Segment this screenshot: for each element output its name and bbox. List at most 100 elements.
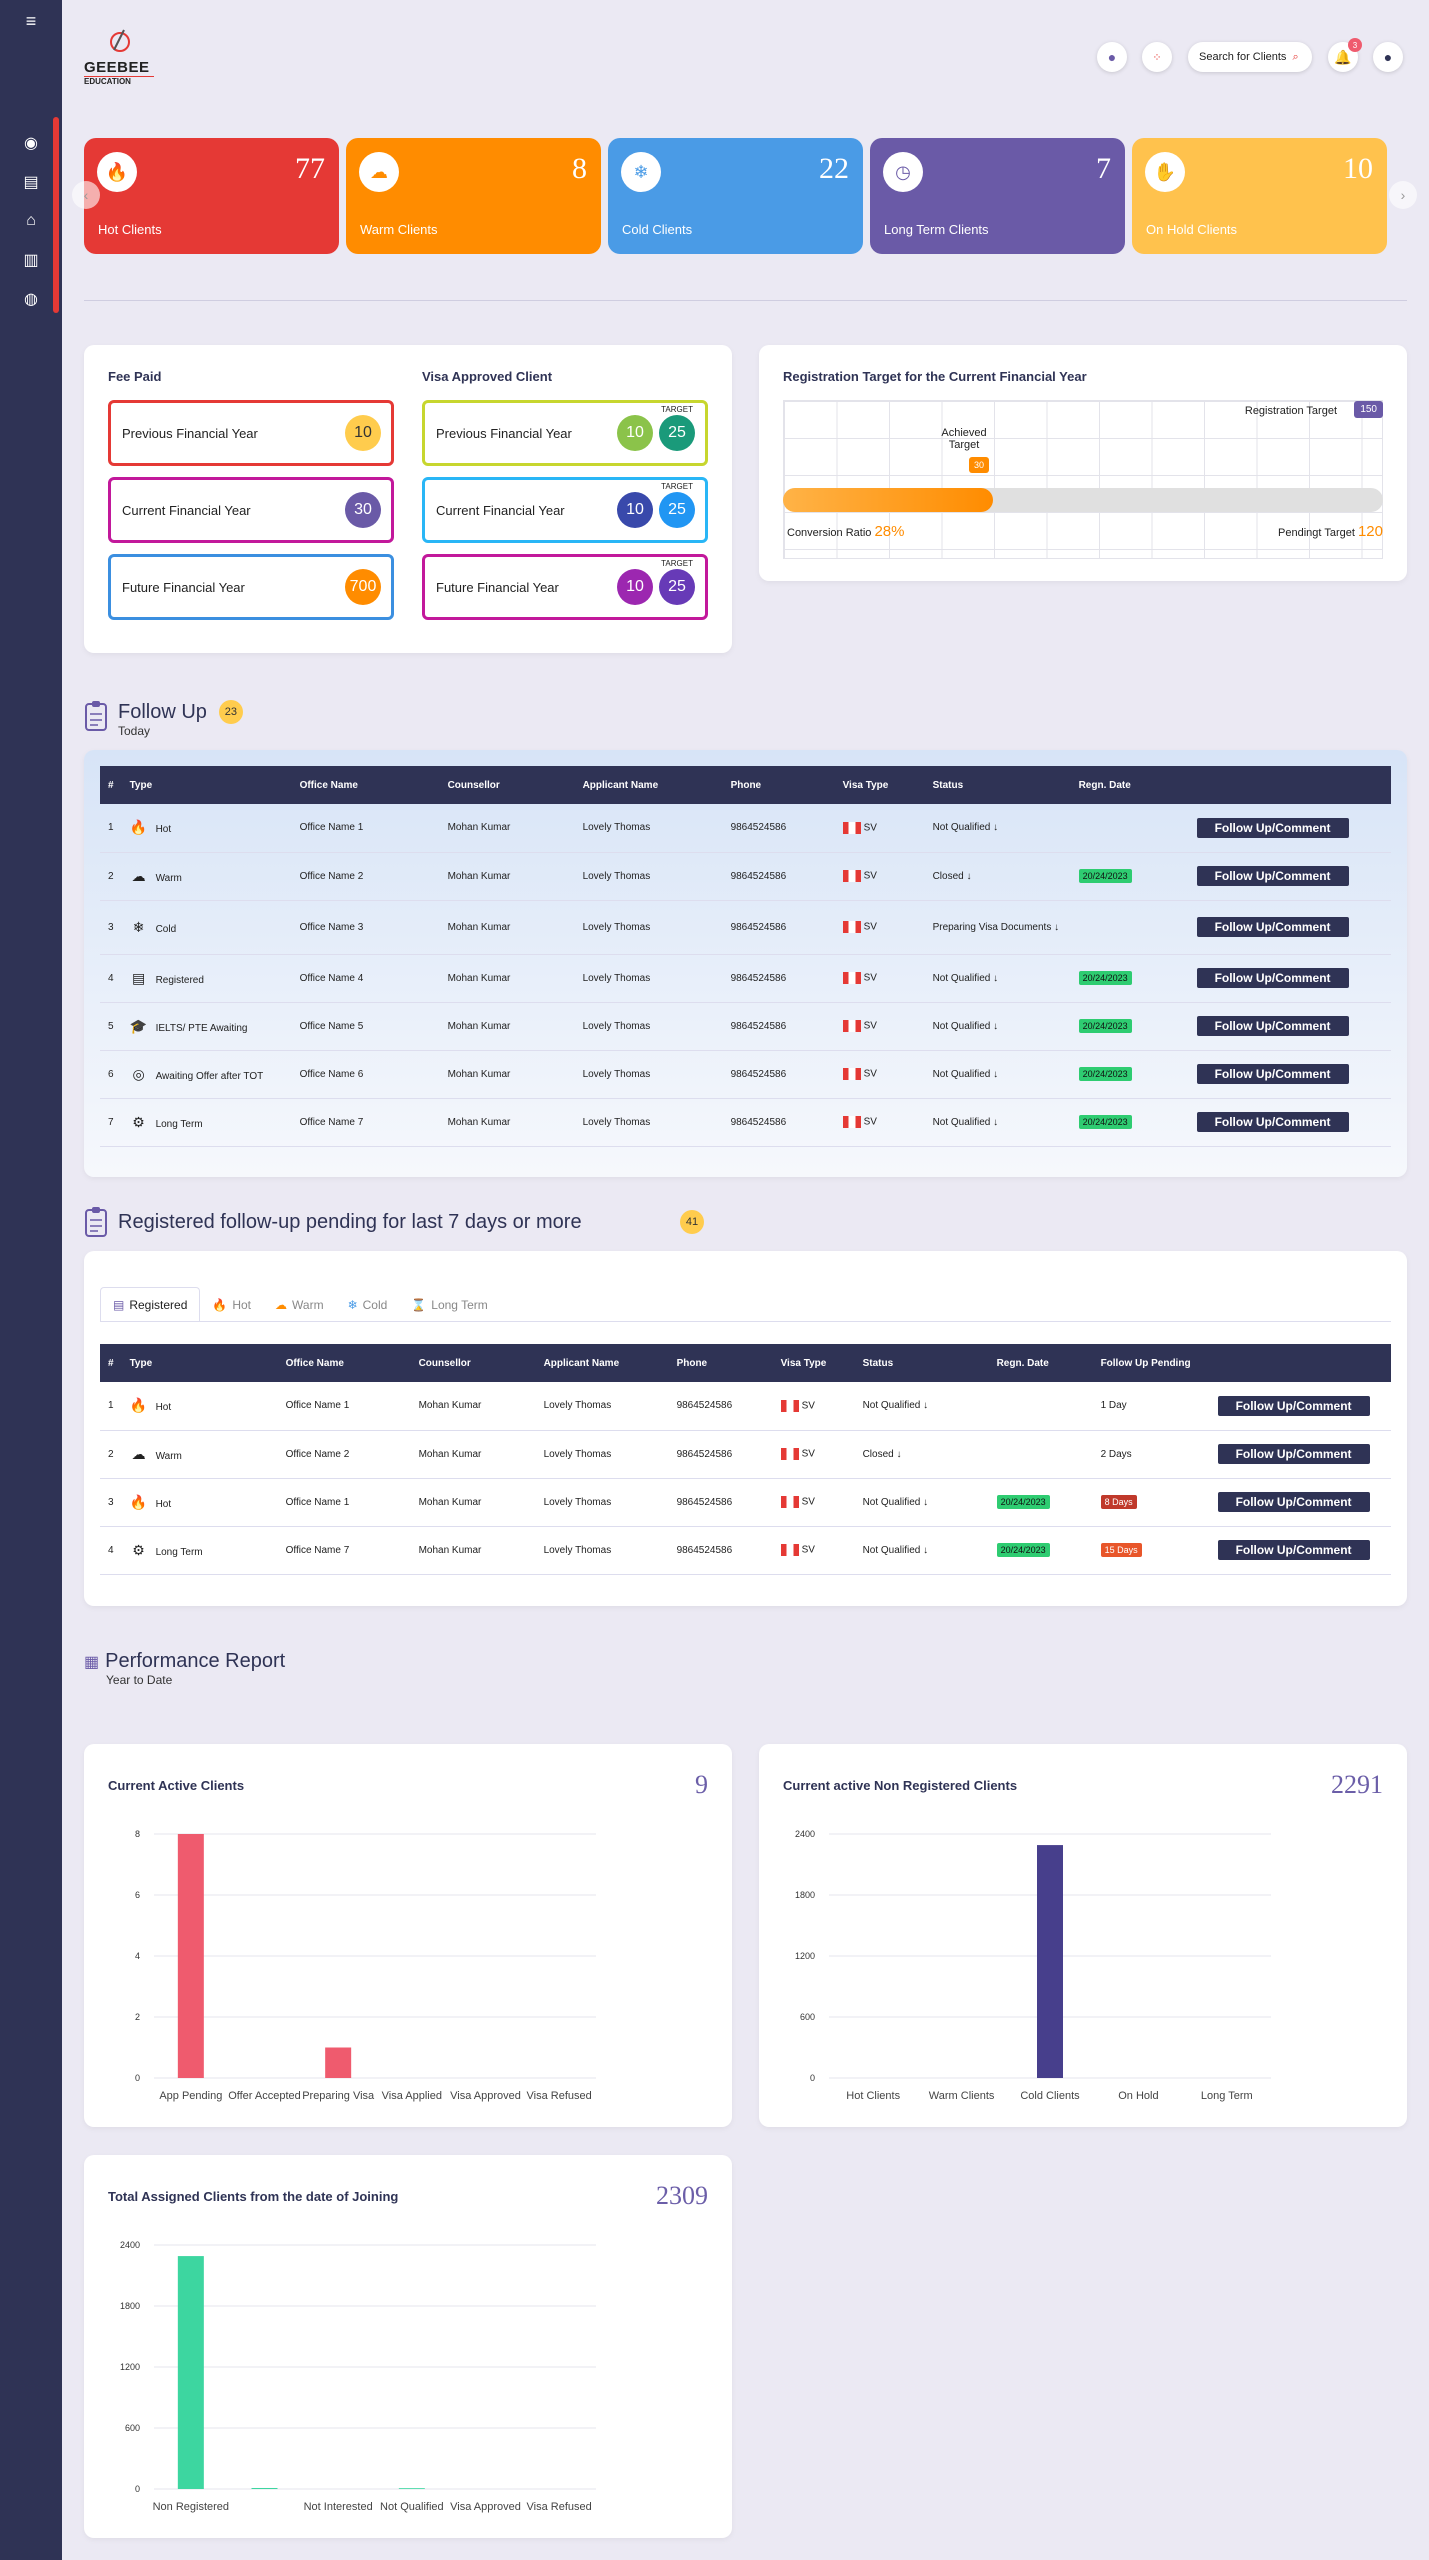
follow-up-button[interactable]: Follow Up/Comment — [1217, 1540, 1370, 1560]
carousel-next-button[interactable]: › — [1389, 181, 1417, 209]
follow-up-button[interactable]: Follow Up/Comment — [1217, 1395, 1370, 1416]
phone-link[interactable]: 9864524586 — [722, 1002, 835, 1051]
status-dropdown[interactable]: Preparing Visa Documents ↓ — [924, 900, 1071, 955]
status-dropdown[interactable]: Not Qualified ↓ — [854, 1526, 989, 1575]
search-input[interactable]: Search for Clients ⌕ — [1188, 42, 1312, 72]
applicant-link[interactable]: Lovely Thomas — [535, 1478, 669, 1527]
notification-bell-icon[interactable]: 🔔 3 — [1328, 38, 1362, 72]
office-name: Office Name 7 — [291, 1098, 440, 1147]
status-dropdown[interactable]: Not Qualified ↓ — [854, 1382, 989, 1431]
type-icon: 🔥 — [129, 1397, 148, 1414]
phone-link[interactable]: 9864524586 — [668, 1478, 773, 1527]
dashboard-icon[interactable]: ◉ — [24, 135, 38, 152]
applicant-link[interactable]: Lovely Thomas — [574, 1050, 723, 1099]
stat-card[interactable]: ☁ 8 Warm Clients — [346, 138, 601, 254]
counsellor: Mohan Kumar — [439, 804, 575, 853]
follow-up-button[interactable]: Follow Up/Comment — [1217, 1492, 1370, 1512]
pending-days: 15 Days — [1100, 1543, 1142, 1557]
stat-card[interactable]: ◷ 7 Long Term Clients — [870, 138, 1125, 254]
column-header: # — [100, 1344, 122, 1382]
notification-count: 3 — [1348, 38, 1362, 52]
phone-link[interactable]: 9864524586 — [722, 954, 835, 1003]
tab-long-term[interactable]: ⌛ Long Term — [399, 1288, 499, 1322]
follow-up-button[interactable]: Follow Up/Comment — [1196, 1016, 1349, 1036]
tab-label: Cold — [362, 1297, 388, 1312]
row-number: 5 — [100, 1002, 122, 1051]
counsellor: Mohan Kumar — [439, 954, 575, 1003]
status-dropdown[interactable]: Closed ↓ — [924, 852, 1071, 901]
pending-target: Pendingt Target 120 — [1278, 523, 1383, 540]
building-icon[interactable]: ▥ — [23, 252, 39, 269]
user-group-icon[interactable]: ● — [1097, 42, 1127, 72]
follow-up-button[interactable]: Follow Up/Comment — [1196, 1112, 1349, 1132]
status-dropdown[interactable]: Not Qualified ↓ — [924, 804, 1071, 853]
status-dropdown[interactable]: Not Qualified ↓ — [924, 954, 1071, 1003]
applicant-link[interactable]: Lovely Thomas — [574, 1098, 723, 1147]
x-tick-label: Visa Applied — [382, 2090, 442, 2102]
phone-link[interactable]: 9864524586 — [668, 1430, 773, 1479]
carousel-prev-button[interactable]: ‹ — [72, 181, 100, 209]
status-dropdown[interactable]: Not Qualified ↓ — [924, 1002, 1071, 1051]
follow-up-button[interactable]: Follow Up/Comment — [1196, 1064, 1349, 1084]
applicant-link[interactable]: Lovely Thomas — [574, 954, 723, 1003]
phone-link[interactable]: 9864524586 — [668, 1382, 773, 1431]
stat-card[interactable]: ❄ 22 Cold Clients — [608, 138, 863, 254]
followup-header: Follow Up 23 Today — [84, 700, 243, 738]
follow-up-button[interactable]: Follow Up/Comment — [1196, 866, 1349, 886]
phone-link[interactable]: 9864524586 — [722, 1050, 835, 1099]
column-header: # — [100, 766, 122, 804]
table-row: 2 ☁ Warm Office Name 2 Mohan Kumar Lovely… — [100, 852, 1391, 901]
status-dropdown[interactable]: Not Qualified ↓ — [924, 1098, 1071, 1147]
phone-link[interactable]: 9864524586 — [668, 1526, 773, 1575]
profile-icon[interactable]: ● — [1373, 42, 1403, 72]
phone-link[interactable]: 9864524586 — [722, 1098, 835, 1147]
type-icon: ❄ — [132, 918, 145, 935]
x-tick-label: Preparing Visa — [302, 2090, 375, 2102]
counsellor: Mohan Kumar — [410, 1382, 536, 1431]
follow-up-button[interactable]: Follow Up/Comment — [1196, 817, 1349, 838]
follow-up-button[interactable]: Follow Up/Comment — [1217, 1444, 1370, 1464]
stat-value: 7 — [1096, 152, 1111, 185]
counsellor: Mohan Kumar — [439, 852, 575, 901]
canada-flag-icon — [842, 1068, 861, 1080]
status-dropdown[interactable]: Not Qualified ↓ — [854, 1478, 989, 1527]
x-tick-label: On Hold — [1118, 2090, 1158, 2102]
applicant-link[interactable]: Lovely Thomas — [574, 1002, 723, 1051]
phone-link[interactable]: 9864524586 — [722, 900, 835, 955]
x-tick-label: Not Qualified — [380, 2501, 444, 2513]
bar — [177, 2256, 204, 2489]
list-icon[interactable]: ▤ — [23, 174, 39, 191]
bank-icon[interactable]: ⌂ — [26, 212, 36, 229]
tab-registered[interactable]: ▤ Registered — [100, 1287, 201, 1321]
table-row: 2 ☁ Warm Office Name 2 Mohan Kumar Lovely… — [100, 1430, 1391, 1479]
status-dropdown[interactable]: Closed ↓ — [854, 1430, 989, 1479]
x-tick-label: Visa Approved — [450, 2501, 521, 2513]
row-number: 2 — [100, 852, 122, 901]
type-icon: 🔥 — [129, 819, 148, 836]
applicant-link[interactable]: Lovely Thomas — [574, 900, 723, 955]
y-tick-label: 0 — [135, 2073, 140, 2083]
apps-grid-icon[interactable]: ⁘ — [1142, 42, 1172, 72]
stat-card[interactable]: ✋ 10 On Hold Clients — [1132, 138, 1387, 254]
stat-card[interactable]: 🔥 77 Hot Clients — [84, 138, 339, 254]
applicant-link[interactable]: Lovely Thomas — [574, 852, 723, 901]
search-icon[interactable]: ⌕ — [1292, 50, 1299, 63]
menu-icon[interactable]: ≡ — [25, 10, 37, 31]
tab-warm[interactable]: ☁ Warm — [263, 1288, 336, 1322]
counsellor: Mohan Kumar — [410, 1430, 536, 1479]
applicant-link[interactable]: Lovely Thomas — [535, 1526, 669, 1575]
phone-link[interactable]: 9864524586 — [722, 804, 835, 853]
sidebar-active-indicator — [53, 117, 59, 313]
globe-icon[interactable]: ◍ — [24, 291, 38, 308]
follow-up-button[interactable]: Follow Up/Comment — [1196, 917, 1349, 937]
applicant-link[interactable]: Lovely Thomas — [535, 1382, 669, 1431]
phone-link[interactable]: 9864524586 — [722, 852, 835, 901]
applicant-link[interactable]: Lovely Thomas — [535, 1430, 669, 1479]
regn-date: 20/24/2023 — [1078, 869, 1132, 883]
status-dropdown[interactable]: Not Qualified ↓ — [924, 1050, 1071, 1099]
tab-hot[interactable]: 🔥 Hot — [200, 1288, 263, 1322]
applicant-link[interactable]: Lovely Thomas — [574, 804, 723, 853]
follow-up-button[interactable]: Follow Up/Comment — [1196, 968, 1349, 988]
tab-cold[interactable]: ❄ Cold — [336, 1288, 400, 1322]
chart-active-clients: 0 2 4 6 8 App Pending Offer Accepted Preparing … — [135, 1829, 596, 2102]
